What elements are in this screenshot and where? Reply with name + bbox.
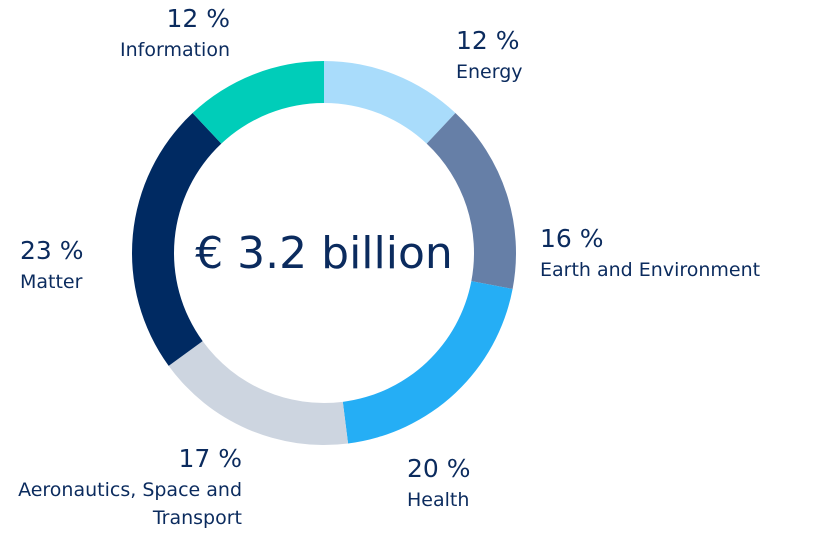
value-label: 23 % — [20, 236, 84, 265]
donut-segment — [342, 281, 513, 444]
category-label: Earth and Environment — [540, 259, 761, 281]
segment-label: 16 % Earth and Environment — [540, 222, 760, 284]
donut-segment — [132, 113, 222, 366]
segment-label: 12 % Information — [120, 2, 230, 64]
category-label: Health — [407, 489, 470, 511]
category-label: Aeronautics, Space and Transport — [18, 479, 242, 529]
donut-segment — [168, 341, 349, 445]
value-label: 20 % — [407, 454, 471, 483]
category-label: Information — [120, 39, 230, 61]
value-label: 17 % — [178, 444, 242, 473]
segment-label: 23 % Matter — [20, 234, 84, 296]
category-label: Energy — [456, 61, 523, 83]
donut-segment — [192, 61, 324, 144]
value-label: 16 % — [540, 224, 604, 253]
value-label: 12 % — [166, 4, 230, 33]
segment-label: 20 % Health — [407, 452, 471, 514]
center-total: € 3.2 billion — [195, 228, 453, 279]
segment-label: 17 % Aeronautics, Space and Transport — [6, 442, 242, 532]
category-label: Matter — [20, 271, 83, 293]
segment-label: 12 % Energy — [456, 24, 523, 86]
donut-segment — [426, 113, 516, 289]
value-label: 12 % — [456, 26, 520, 55]
donut-segment — [324, 61, 456, 144]
